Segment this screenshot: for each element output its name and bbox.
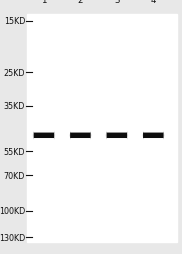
- Text: 2: 2: [78, 0, 83, 5]
- FancyBboxPatch shape: [34, 131, 54, 140]
- Text: 25KD: 25KD: [4, 68, 25, 77]
- Text: 70KD: 70KD: [4, 171, 25, 180]
- Text: 130KD: 130KD: [0, 233, 25, 242]
- FancyBboxPatch shape: [143, 131, 164, 140]
- FancyBboxPatch shape: [69, 133, 91, 138]
- FancyBboxPatch shape: [106, 133, 128, 138]
- Bar: [27, 15, 177, 242]
- Text: 15KD: 15KD: [4, 18, 25, 26]
- Text: 100KD: 100KD: [0, 207, 25, 215]
- Text: 55KD: 55KD: [4, 147, 25, 156]
- FancyBboxPatch shape: [32, 134, 56, 137]
- FancyBboxPatch shape: [142, 133, 164, 138]
- Text: 3: 3: [114, 0, 120, 5]
- Text: 35KD: 35KD: [4, 102, 25, 111]
- Text: 4: 4: [151, 0, 156, 5]
- FancyBboxPatch shape: [105, 134, 128, 137]
- Text: 1: 1: [41, 0, 47, 5]
- FancyBboxPatch shape: [33, 133, 55, 138]
- FancyBboxPatch shape: [142, 134, 165, 137]
- FancyBboxPatch shape: [69, 134, 92, 137]
- FancyBboxPatch shape: [107, 131, 127, 140]
- FancyBboxPatch shape: [70, 131, 91, 140]
